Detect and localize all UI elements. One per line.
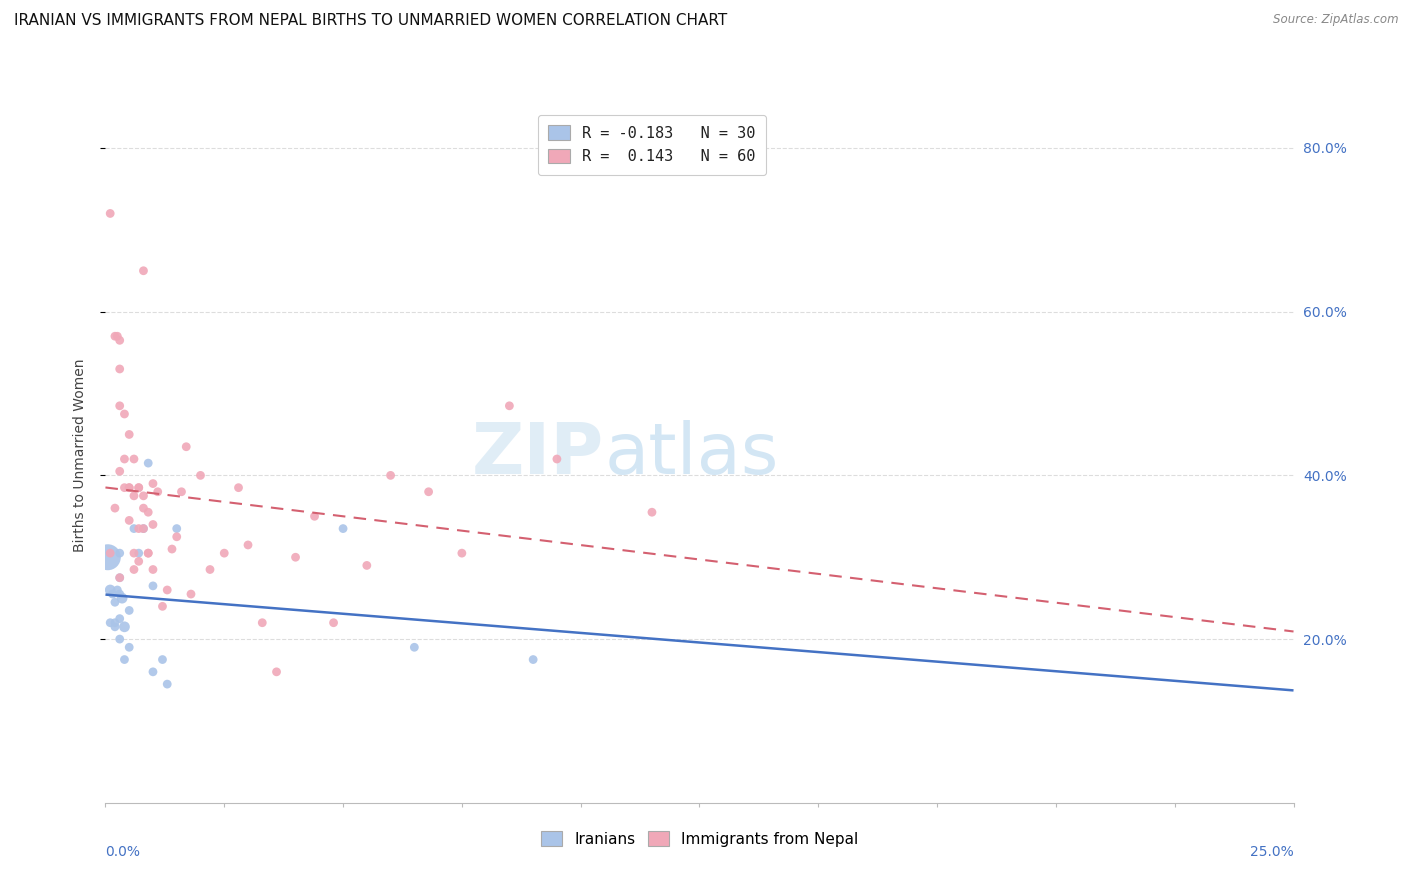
Point [214,546,236,560]
Point [136,456,159,470]
Point [105,582,128,597]
Point [132,489,155,503]
Point [304,509,326,524]
Point [108,464,131,478]
Point [118,640,141,655]
Point [190,468,212,483]
Point [122,562,145,576]
Point [404,640,426,655]
Point [156,582,179,597]
Point [170,484,193,499]
Point [108,612,131,626]
Point [132,501,155,516]
Point [108,571,131,585]
Point [114,452,136,467]
Point [142,517,165,532]
Point [118,481,141,495]
Text: 0.0%: 0.0% [105,845,141,858]
Point [136,546,159,560]
Point [266,665,288,679]
Point [128,546,150,560]
Point [114,407,136,421]
Point [152,599,174,614]
Point [142,579,165,593]
Point [114,481,136,495]
Point [98,615,121,630]
Point [101,587,124,601]
Point [104,615,127,630]
Point [114,652,136,666]
Point [166,522,188,536]
Point [104,595,127,609]
Text: atlas: atlas [605,420,779,490]
Point [152,652,174,666]
Point [252,615,274,630]
Point [142,476,165,491]
Point [128,481,150,495]
Point [228,481,250,495]
Point [498,399,520,413]
Point [108,587,131,601]
Point [142,665,165,679]
Point [108,546,131,560]
Point [108,362,131,376]
Point [180,587,202,601]
Point [160,542,183,557]
Point [156,677,179,691]
Point [104,501,127,516]
Point [284,550,307,565]
Point [132,522,155,536]
Point [118,513,141,527]
Point [118,481,141,495]
Point [142,562,165,576]
Point [418,484,440,499]
Point [236,538,259,552]
Point [132,522,155,536]
Point [122,489,145,503]
Point [146,484,169,499]
Point [108,632,131,646]
Text: IRANIAN VS IMMIGRANTS FROM NEPAL BIRTHS TO UNMARRIED WOMEN CORRELATION CHART: IRANIAN VS IMMIGRANTS FROM NEPAL BIRTHS … [14,13,727,29]
Point [332,522,354,536]
Point [104,620,127,634]
Point [108,399,131,413]
Legend: Iranians, Immigrants from Nepal: Iranians, Immigrants from Nepal [533,823,866,855]
Point [356,558,378,573]
Point [122,546,145,560]
Point [128,522,150,536]
Point [114,620,136,634]
Text: ZIP: ZIP [472,420,605,490]
Point [118,603,141,617]
Point [136,505,159,519]
Point [641,505,664,519]
Point [132,264,155,278]
Point [98,546,121,560]
Point [111,591,134,606]
Point [546,452,568,467]
Point [104,329,127,343]
Point [122,452,145,467]
Point [322,615,344,630]
Point [166,530,188,544]
Point [136,546,159,560]
Point [522,652,544,666]
Point [98,582,121,597]
Point [98,206,121,220]
Point [198,562,221,576]
Point [380,468,402,483]
Point [128,481,150,495]
Point [122,522,145,536]
Y-axis label: Births to Unmarried Women: Births to Unmarried Women [73,359,87,551]
Point [450,546,472,560]
Text: 25.0%: 25.0% [1250,845,1294,858]
Point [118,427,141,442]
Point [108,571,131,585]
Point [97,550,120,565]
Text: Source: ZipAtlas.com: Source: ZipAtlas.com [1274,13,1399,27]
Point [108,334,131,348]
Point [128,554,150,568]
Point [174,440,197,454]
Point [105,329,128,343]
